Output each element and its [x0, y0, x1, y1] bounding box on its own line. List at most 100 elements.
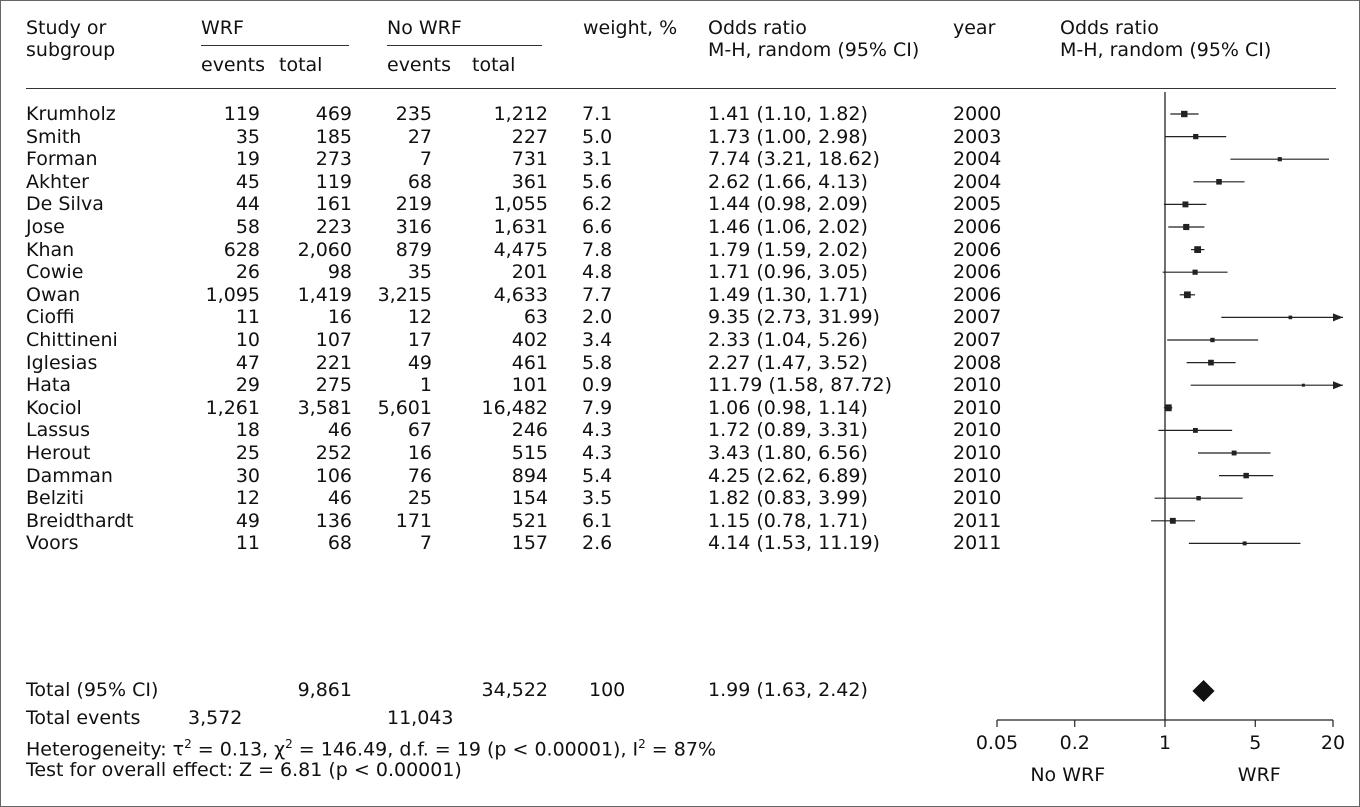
- cell-weight: 2.0: [582, 306, 613, 329]
- cell-wrf-total: 185: [315, 125, 352, 148]
- cell-nowrf-total: 157: [511, 532, 548, 555]
- cell-year: 2006: [953, 238, 1002, 261]
- cell-nowrf-events: 5,601: [377, 396, 432, 419]
- cell-study: Damman: [26, 464, 113, 487]
- cell-study: Belziti: [26, 487, 84, 510]
- cell-year: 2011: [953, 509, 1002, 532]
- cell-or-text: 11.79 (1.58, 87.72): [708, 374, 893, 397]
- cell-nowrf-total: 521: [511, 509, 548, 532]
- cell-study: Chittineni: [26, 329, 118, 351]
- cell-study: Cowie: [26, 261, 84, 284]
- cell-nowrf-total: 154: [511, 487, 548, 510]
- cell-year: 2007: [953, 329, 1002, 351]
- point-estimate: [1210, 337, 1215, 343]
- cell-study: Khan: [26, 238, 75, 261]
- heterogeneity-text: Heterogeneity: τ2 = 0.13, χ2 = 146.49, d…: [26, 737, 716, 761]
- point-estimate: [1288, 315, 1293, 320]
- cell-study: Akhter: [26, 170, 89, 193]
- cell-wrf-total: 275: [315, 374, 352, 397]
- cell-year: 2011: [953, 532, 1002, 555]
- cell-nowrf-events: 16: [407, 442, 432, 464]
- cell-wrf-events: 58: [235, 216, 260, 238]
- cell-nowrf-events: 67: [407, 419, 432, 442]
- cell-wrf-total: 223: [315, 216, 352, 238]
- cell-nowrf-events: 35: [407, 261, 432, 284]
- cell-year: 2010: [953, 487, 1002, 510]
- cell-year: 2003: [953, 125, 1002, 148]
- header-nowrf-rule: [387, 45, 542, 46]
- cell-wrf-events: 30: [235, 464, 260, 487]
- cell-or-text: 1.82 (0.83, 3.99): [708, 487, 868, 510]
- cell-weight: 4.3: [582, 442, 613, 464]
- point-estimate: [1216, 179, 1222, 185]
- cell-weight: 2.6: [582, 532, 613, 555]
- x-tick-label: 20: [1321, 732, 1345, 754]
- cell-nowrf-total: 731: [511, 148, 548, 171]
- cell-weight: 7.8: [582, 238, 613, 261]
- cell-weight: 7.7: [582, 283, 613, 306]
- cell-nowrf-total: 4,633: [493, 283, 548, 306]
- cell-wrf-total: 98: [327, 261, 352, 284]
- x-tick-label: 0.05: [976, 732, 1018, 754]
- ci-arrow: [1333, 313, 1343, 322]
- cell-wrf-total: 68: [327, 532, 352, 555]
- cell-weight: 3.1: [582, 148, 613, 171]
- cell-weight: 6.1: [582, 509, 613, 532]
- cell-weight: 3.4: [582, 329, 613, 351]
- cell-year: 2010: [953, 464, 1002, 487]
- cell-nowrf-events: 171: [395, 509, 432, 532]
- header-wrf-rule: [201, 45, 349, 46]
- cell-study: Voors: [26, 532, 79, 555]
- cell-wrf-events: 1,095: [205, 283, 260, 306]
- cell-nowrf-total: 201: [511, 261, 548, 284]
- cell-year: 2004: [953, 170, 1002, 193]
- point-estimate: [1193, 133, 1199, 140]
- point-estimate: [1208, 359, 1214, 366]
- header-nowrf: No WRF: [387, 17, 462, 39]
- cell-weight: 0.9: [582, 374, 613, 397]
- cell-study: Krumholz: [26, 103, 116, 125]
- cell-nowrf-events: 25: [407, 487, 432, 510]
- total-label: Total (95% CI): [26, 679, 159, 701]
- cell-wrf-events: 18: [235, 419, 260, 442]
- cell-wrf-events: 11: [235, 306, 260, 329]
- total-events-label: Total events: [26, 707, 141, 729]
- cell-or-text: 1.46 (1.06, 2.02): [708, 216, 868, 238]
- point-estimate: [1194, 246, 1202, 253]
- point-estimate: [1301, 383, 1305, 387]
- point-estimate: [1181, 110, 1188, 118]
- cell-weight: 5.6: [582, 170, 613, 193]
- cell-or-text: 1.71 (0.96, 3.05): [708, 261, 868, 284]
- cell-nowrf-events: 68: [407, 170, 432, 193]
- point-estimate: [1183, 291, 1191, 299]
- cell-study: Kociol: [26, 396, 82, 419]
- cell-or-text: 4.25 (2.62, 6.89): [708, 464, 868, 487]
- cell-wrf-events: 44: [235, 193, 260, 216]
- cell-wrf-events: 29: [235, 374, 260, 397]
- cell-study: Cioffi: [26, 306, 75, 329]
- cell-nowrf-total: 894: [511, 464, 548, 487]
- cell-nowrf-total: 1,212: [493, 103, 548, 125]
- cell-or-text: 7.74 (3.21, 18.62): [708, 148, 880, 171]
- cell-wrf-total: 107: [315, 329, 352, 351]
- cell-wrf-total: 119: [315, 170, 352, 193]
- cell-nowrf-total: 227: [511, 125, 548, 148]
- header-or-plot-line2: M-H, random (95% CI): [1060, 39, 1272, 61]
- cell-year: 2004: [953, 148, 1002, 171]
- cell-wrf-total: 46: [327, 487, 352, 510]
- cell-or-text: 1.41 (1.10, 1.82): [708, 103, 868, 125]
- cell-nowrf-events: 17: [407, 329, 432, 351]
- cell-wrf-total: 3,581: [297, 396, 352, 419]
- cell-or-text: 2.27 (1.47, 3.52): [708, 351, 868, 374]
- cell-nowrf-events: 27: [407, 125, 432, 148]
- point-estimate: [1243, 472, 1249, 479]
- cell-nowrf-total: 16,482: [481, 396, 548, 419]
- cell-wrf-total: 273: [315, 148, 352, 171]
- header-wrf-events: events: [201, 54, 266, 76]
- cell-or-text: 1.73 (1.00, 2.98): [708, 125, 868, 148]
- cell-or-text: 1.79 (1.59, 2.02): [708, 238, 868, 261]
- cell-nowrf-total: 515: [511, 442, 548, 464]
- cell-year: 2010: [953, 374, 1002, 397]
- total-weight: 100: [589, 679, 626, 701]
- point-estimate: [1164, 404, 1172, 412]
